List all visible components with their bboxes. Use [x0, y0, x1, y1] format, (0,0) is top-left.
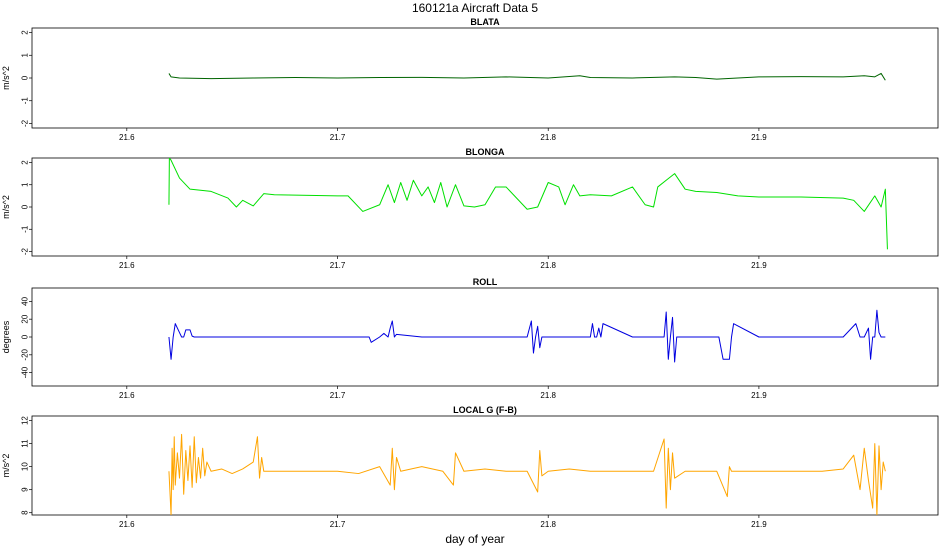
y-tick-label: 9	[21, 487, 30, 492]
x-tick-label: 21.6	[119, 391, 135, 400]
x-tick-label: 21.9	[751, 261, 767, 270]
x-axis-title: day of year	[445, 532, 504, 546]
y-tick-label: 10	[21, 462, 30, 471]
y-tick-label: 11	[21, 439, 30, 448]
series-line-0	[168, 72, 886, 81]
x-tick-label: 21.9	[751, 133, 767, 142]
x-tick-label: 21.8	[540, 261, 556, 270]
plot-frame	[31, 27, 939, 129]
y-tick-label: 1	[21, 182, 30, 187]
y-tick-label: 0	[21, 75, 30, 80]
y-tick-label: 12	[21, 416, 30, 425]
y-tick-label: 40	[21, 296, 30, 305]
panel-1: BLONGA m/s^2 -2 -1 0 1 2 21.6 21.7 21.8 21.9	[1, 147, 939, 270]
panel-3: LOCAL G (F-B) m/s^2 8 9 10 11 12 21.6 21.7 21.8 21…	[1, 405, 939, 529]
x-tick-label: 21.6	[119, 261, 135, 270]
panel-title: BLONGA	[466, 147, 505, 157]
series-line-0	[168, 158, 888, 250]
y-axis-label: m/s^2	[1, 195, 11, 219]
y-tick-label: 0	[21, 334, 30, 339]
y-axis-label: m/s^2	[1, 454, 11, 478]
y-axis-label: m/s^2	[1, 66, 11, 90]
y-tick-label: 2	[21, 160, 30, 165]
y-tick-label: -2	[21, 119, 30, 127]
series-line-0	[168, 309, 886, 363]
y-tick-label: -40	[21, 366, 30, 378]
figure-title: 160121a Aircraft Data 5	[412, 1, 538, 15]
y-tick-label: -1	[21, 97, 30, 105]
panel-title: BLATA	[470, 17, 500, 27]
x-tick-label: 21.9	[751, 520, 767, 529]
panel-title: ROLL	[473, 277, 498, 287]
x-tick-label: 21.9	[751, 391, 767, 400]
y-tick-label: 2	[21, 30, 30, 35]
x-tick-label: 21.7	[330, 391, 346, 400]
plot-frame	[31, 157, 939, 257]
x-tick-label: 21.6	[119, 133, 135, 142]
plot-frame	[31, 415, 939, 516]
y-tick-label: 20	[21, 314, 30, 323]
y-tick-label: 0	[21, 204, 30, 209]
x-tick-label: 21.6	[119, 520, 135, 529]
series-line-0	[168, 433, 886, 515]
x-tick-label: 21.8	[540, 391, 556, 400]
panel-2: ROLL degrees -40 -20 0 20 40 21.6 21.7 21.8 21.9	[1, 277, 939, 400]
x-tick-label: 21.8	[540, 133, 556, 142]
y-tick-label: -20	[21, 348, 30, 360]
x-tick-label: 21.7	[330, 520, 346, 529]
x-tick-label: 21.7	[330, 133, 346, 142]
x-tick-label: 21.8	[540, 520, 556, 529]
y-tick-label: -2	[21, 247, 30, 255]
panel-0: BLATA m/s^2 -2 -1 0 1 2 21.6 21.7 21.8 21.9	[1, 17, 939, 142]
y-tick-label: -1	[21, 225, 30, 233]
y-tick-label: 1	[21, 52, 30, 57]
y-tick-label: 8	[21, 510, 30, 515]
x-tick-label: 21.7	[330, 261, 346, 270]
panel-title: LOCAL G (F-B)	[453, 405, 517, 415]
y-axis-label: degrees	[1, 320, 11, 353]
